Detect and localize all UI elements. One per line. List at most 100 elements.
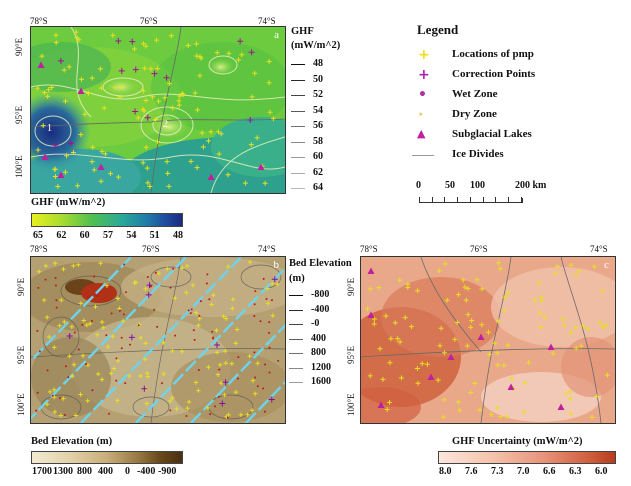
flight-line xyxy=(245,380,285,423)
pmp-marker xyxy=(468,390,474,396)
wet-zone-marker xyxy=(197,369,200,372)
pmp-marker xyxy=(36,269,42,274)
bed-contour-level-label: -400 xyxy=(311,303,330,315)
wet-zone-marker xyxy=(254,376,257,379)
pmp-marker xyxy=(477,407,483,413)
wet-zone-marker xyxy=(54,284,57,287)
legend-title: Legend xyxy=(417,22,459,37)
legend-symbol: + xyxy=(418,47,430,63)
wet-zone-marker xyxy=(77,348,80,351)
pmp-marker xyxy=(44,315,50,320)
pmp-marker xyxy=(52,173,58,179)
pmp-marker xyxy=(143,286,148,292)
pmp-marker xyxy=(238,412,244,418)
pmp-marker xyxy=(52,345,57,350)
correction-marker xyxy=(66,332,73,339)
pmp-marker xyxy=(269,281,275,286)
pmp-marker xyxy=(233,341,239,346)
pmp-marker xyxy=(384,406,390,412)
marker-2: 2 xyxy=(163,119,168,130)
correction-marker xyxy=(146,282,153,289)
pmp-marker xyxy=(78,392,83,397)
bed-map-panel[interactable]: b xyxy=(30,256,286,424)
pmp-marker xyxy=(197,316,202,321)
ghf-contour-level-label: 56 xyxy=(313,120,323,131)
pmp-marker xyxy=(52,394,57,400)
pmp-marker xyxy=(66,64,72,70)
scale-tick xyxy=(482,197,484,202)
pmp-marker xyxy=(438,325,444,331)
pmp-marker xyxy=(526,360,532,366)
ghf-contour-level-swatch xyxy=(291,126,305,127)
pmp-marker xyxy=(200,144,206,150)
pmp-marker xyxy=(376,285,382,291)
ghf-map-panel[interactable]: a 1 2 xyxy=(30,26,286,194)
pmp-marker xyxy=(142,356,148,362)
pmp-marker xyxy=(387,399,393,405)
correction-marker xyxy=(271,276,278,283)
pmp-marker xyxy=(87,321,93,326)
pmp-marker xyxy=(49,84,55,90)
pmp-marker xyxy=(495,318,501,324)
pmp-marker xyxy=(115,398,120,403)
pmp-marker xyxy=(505,290,511,296)
pmp-marker xyxy=(494,350,500,356)
bed-contour-level-swatch xyxy=(289,309,303,311)
wet-zone-marker xyxy=(187,309,190,312)
pmp-marker xyxy=(265,286,270,291)
pmp-marker xyxy=(270,116,276,122)
bed-contour-level-swatch xyxy=(289,338,303,340)
coord-a-100E: 100°E xyxy=(14,155,24,178)
scale-tick xyxy=(444,197,446,202)
bed-colorbar-title: Bed Elevation (m) xyxy=(31,436,113,447)
pmp-marker xyxy=(82,111,88,117)
pmp-marker xyxy=(179,349,185,354)
correction-marker xyxy=(132,108,139,115)
pmp-marker xyxy=(58,413,63,418)
pmp-marker xyxy=(41,297,47,303)
pmp-marker xyxy=(402,315,408,321)
wet-zone-marker xyxy=(208,298,211,301)
pmp-marker xyxy=(101,105,107,111)
correction-marker xyxy=(214,342,221,349)
pmp-marker xyxy=(57,323,62,328)
pmp-marker xyxy=(131,46,137,52)
pmp-marker xyxy=(454,320,460,326)
pmp-marker xyxy=(176,98,182,104)
pmp-marker xyxy=(144,165,150,171)
pmp-marker xyxy=(52,261,58,266)
scale-label: 100 xyxy=(470,180,485,191)
pmp-marker xyxy=(190,282,196,288)
pmp-marker xyxy=(91,167,97,173)
pmp-marker xyxy=(99,319,105,325)
wet-zone-marker xyxy=(277,359,280,362)
coord-a-78S: 78°S xyxy=(30,16,48,26)
pmp-marker xyxy=(140,106,146,112)
ghf-colorbar-tick: 51 xyxy=(149,230,160,241)
wet-zone-marker xyxy=(253,315,256,318)
bed-contour-level-label: -0 xyxy=(311,318,320,329)
pmp-marker xyxy=(247,353,252,359)
pmp-marker xyxy=(78,301,84,306)
bed-contour-level-label: 400 xyxy=(311,332,326,344)
pmp-marker xyxy=(184,290,189,295)
wet-zone-marker xyxy=(105,334,108,337)
wet-zone-marker xyxy=(226,416,229,419)
pmp-marker xyxy=(242,180,248,186)
pmp-marker xyxy=(156,98,162,104)
ghf-colorbar-title: GHF (mW/m^2) xyxy=(31,197,106,208)
uncertainty-map-panel[interactable]: c xyxy=(360,256,616,424)
pmp-marker xyxy=(186,399,192,405)
pmp-marker xyxy=(365,306,371,312)
pmp-marker xyxy=(174,406,179,412)
pmp-marker xyxy=(441,397,447,403)
pmp-marker xyxy=(85,90,91,96)
coord-b-74S: 74°S xyxy=(258,244,276,254)
pmp-marker xyxy=(119,84,125,90)
coord-a-95E: 95°E xyxy=(14,105,24,124)
marker-1: 1 xyxy=(47,123,52,134)
correction-marker xyxy=(268,396,275,403)
uncertainty-colorbar-tick: 7.0 xyxy=(517,466,530,477)
pmp-marker xyxy=(440,414,446,420)
wet-zone-marker xyxy=(174,334,177,337)
